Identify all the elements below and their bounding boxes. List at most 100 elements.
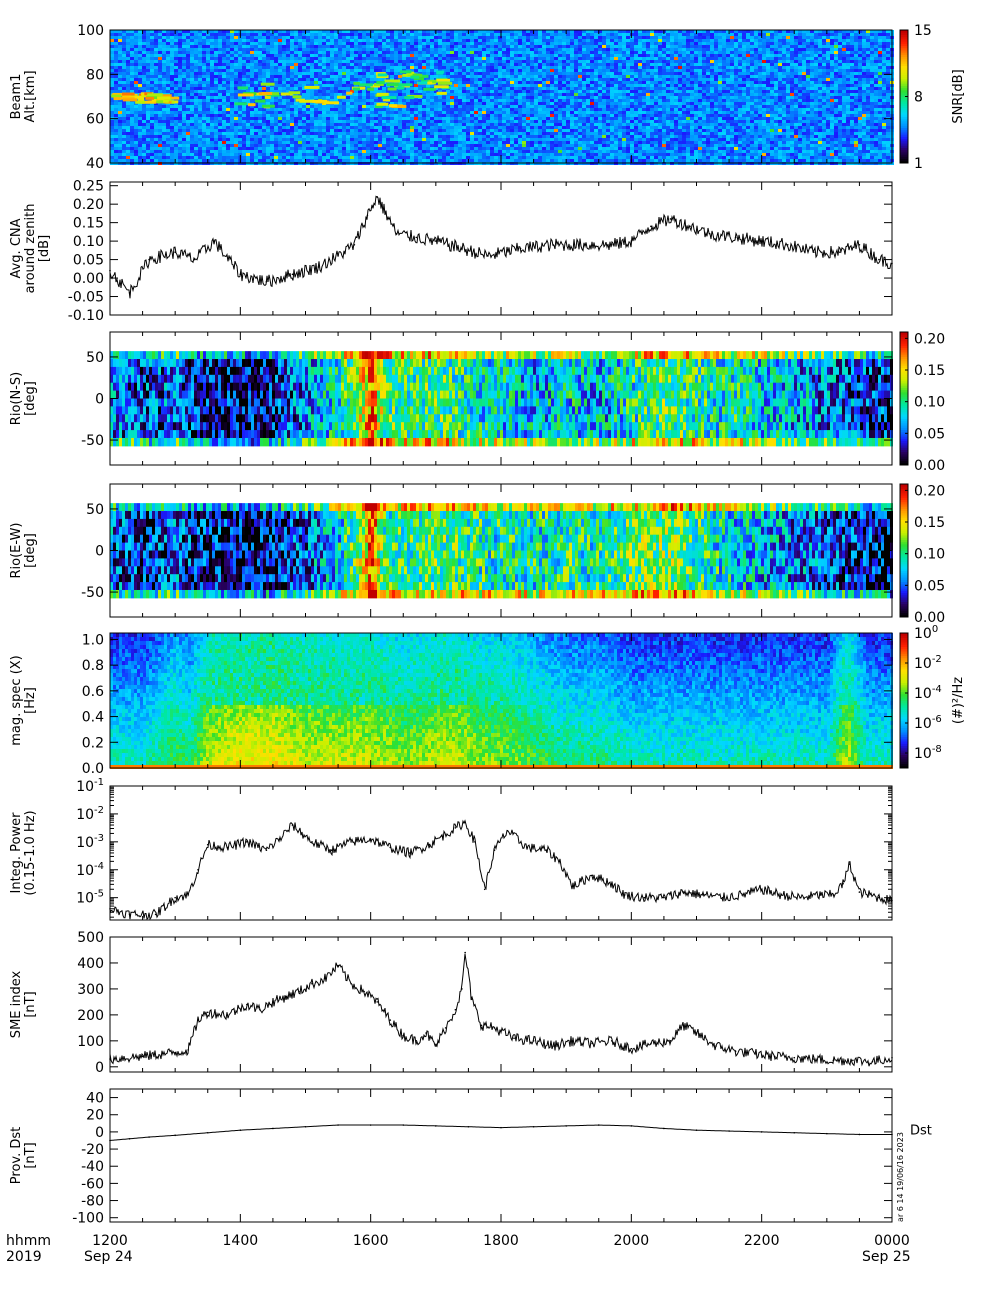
beam1-heatmap-cell: [486, 96, 490, 99]
beam1-heatmap-cell: [254, 144, 258, 147]
beam1-heatmap-cell: [494, 132, 498, 135]
beam1-heatmap-cell: [178, 159, 182, 162]
beam1-heatmap-cell: [114, 87, 118, 90]
beam1-heatmap-cell: [530, 93, 534, 96]
beam1-heatmap-cell: [246, 42, 250, 45]
beam1-heatmap-cell: [194, 114, 198, 117]
beam1-heatmap-cell: [438, 132, 442, 135]
beam1-heatmap-cell: [234, 99, 238, 102]
beam1-heatmap-cell: [154, 147, 158, 150]
beam1-heatmap-cell: [154, 120, 158, 123]
beam1-heatmap-cell: [206, 93, 210, 96]
beam1-heatmap-cell: [350, 144, 354, 147]
beam1-heatmap-cell: [182, 99, 186, 102]
beam1-heatmap-cell: [198, 69, 202, 72]
beam1-heatmap-cell: [498, 60, 502, 63]
beam1-heatmap-cell: [250, 63, 254, 66]
beam1-heatmap-cell: [522, 51, 526, 54]
beam1-heatmap-cell: [266, 75, 270, 78]
beam1-heatmap-cell: [478, 33, 482, 36]
beam1-heatmap-cell: [486, 81, 490, 84]
beam1-heatmap-cell: [166, 111, 170, 114]
beam1-heatmap-cell: [534, 105, 538, 108]
beam1-heatmap-cell: [202, 48, 206, 51]
beam1-heatmap-cell: [522, 45, 526, 48]
beam1-heatmap-cell: [310, 57, 314, 60]
beam1-heatmap-cell: [230, 93, 234, 96]
beam1-heatmap-cell: [250, 60, 254, 63]
beam1-heatmap-cell: [514, 150, 518, 153]
beam1-heatmap-cell: [530, 39, 534, 42]
beam1-heatmap-cell: [254, 141, 258, 144]
beam1-heatmap-cell: [394, 57, 398, 60]
beam1-heatmap-cell: [466, 117, 470, 120]
beam1-heatmap-cell: [502, 75, 506, 78]
beam1-heatmap-cell: [418, 48, 422, 51]
beam1-heatmap-cell: [390, 123, 394, 126]
beam1-heatmap-cell: [254, 54, 258, 57]
beam1-heatmap-cell: [146, 45, 150, 48]
beam1-heatmap-cell: [154, 138, 158, 141]
beam1-heatmap-cell: [290, 78, 294, 81]
beam1-heatmap-cell: [194, 51, 198, 54]
beam1-heatmap-cell: [454, 120, 458, 123]
beam1-heatmap-cell: [378, 63, 382, 66]
beam1-heatmap-cell: [538, 42, 542, 45]
beam1-heatmap-cell: [162, 108, 166, 111]
beam1-heatmap-cell: [254, 114, 258, 117]
beam1-heatmap-cell: [458, 156, 462, 159]
beam1-heatmap-cell: [482, 117, 486, 120]
beam1-heatmap-cell: [330, 117, 334, 120]
beam1-heatmap-cell: [182, 48, 186, 51]
beam1-heatmap-cell: [150, 138, 154, 141]
beam1-heatmap-cell: [282, 108, 286, 111]
beam1-heatmap-cell: [474, 144, 478, 147]
beam1-heatmap-cell: [278, 120, 282, 123]
beam1-heatmap-cell: [126, 120, 130, 123]
beam1-heatmap-cell: [394, 54, 398, 57]
beam1-heatmap-cell: [406, 120, 410, 123]
beam1-heatmap-cell: [442, 42, 446, 45]
beam1-heatmap-cell: [370, 114, 374, 117]
beam1-heatmap-cell: [358, 138, 362, 141]
beam1-heatmap-cell: [438, 120, 442, 123]
beam1-heatmap-cell: [390, 156, 394, 159]
beam1-heatmap-cell: [538, 126, 542, 129]
beam1-heatmap-cell: [446, 54, 450, 57]
beam1-heatmap-cell: [218, 129, 222, 132]
beam1-heatmap-cell: [162, 66, 166, 69]
beam1-heatmap-cell: [318, 78, 322, 81]
beam1-heatmap-cell: [410, 159, 414, 162]
beam1-heatmap-cell: [546, 132, 550, 135]
beam1-heatmap-cell: [210, 51, 214, 54]
beam1-heatmap-cell: [414, 144, 418, 147]
beam1-heatmap-cell: [234, 132, 238, 135]
beam1-heatmap-cell: [182, 147, 186, 150]
beam1-heatmap-cell: [338, 123, 342, 126]
beam1-heatmap-cell: [150, 63, 154, 66]
beam1-heatmap-cell: [166, 132, 170, 135]
beam1-heatmap-cell: [334, 72, 338, 75]
beam1-heatmap-cell: [550, 132, 554, 135]
beam1-heatmap-cell: [118, 150, 122, 153]
beam1-heatmap-cell: [390, 63, 394, 66]
beam1-heatmap-cell: [486, 120, 490, 123]
beam1-heatmap-cell: [182, 126, 186, 129]
beam1-heatmap-cell: [274, 159, 278, 162]
beam1-heatmap-cell: [538, 102, 542, 105]
beam1-heatmap-cell: [538, 135, 542, 138]
beam1-heatmap-cell: [422, 147, 426, 150]
beam1-heatmap-cell: [350, 66, 354, 69]
beam1-heatmap-cell: [442, 57, 446, 60]
beam1-heatmap-cell: [326, 156, 330, 159]
beam1-heatmap-cell: [454, 129, 458, 132]
beam1-heatmap-cell: [398, 36, 402, 39]
beam1-heatmap-cell: [538, 78, 542, 81]
beam1-heatmap-cell: [254, 120, 258, 123]
beam1-heatmap-cell: [462, 57, 466, 60]
beam1-heatmap-cell: [446, 159, 450, 162]
beam1-heatmap-cell: [354, 111, 358, 114]
beam1-heatmap-cell: [226, 42, 230, 45]
beam1-heatmap-cell: [218, 135, 222, 138]
beam1-heatmap-cell: [546, 123, 550, 126]
